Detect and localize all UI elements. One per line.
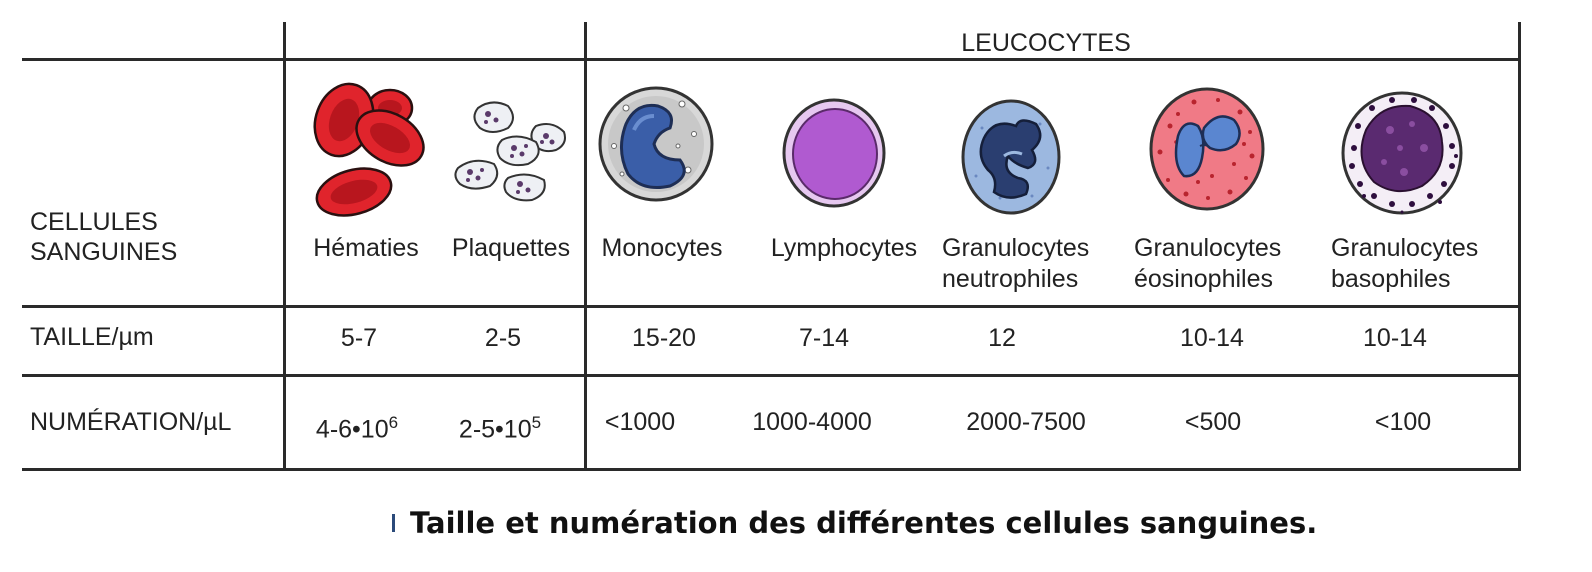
figure-caption: Taille et numération des différentes cel… [410, 506, 1318, 540]
count-value: <500 [1184, 408, 1242, 436]
column-name-monocytes: Monocytes [601, 234, 723, 262]
column-name-lymphocytes: Lymphocytes [770, 234, 918, 262]
column-name-basophils-line1: Granulocytes [1331, 234, 1479, 262]
table-column-divider [584, 22, 587, 471]
size-value: 5-7 [340, 324, 378, 352]
monocyte-icon [598, 86, 714, 202]
count-value: <1000 [604, 408, 676, 436]
row-label-cells-line2: SANGUINES [30, 238, 178, 266]
caption-marker [392, 514, 395, 532]
count-value: 2000-7500 [966, 408, 1086, 436]
size-value: 2-5 [484, 324, 522, 352]
count-base: 2-5•10 [458, 415, 532, 444]
column-name-eosinophils-line1: Granulocytes [1134, 234, 1282, 262]
table-top-rule [22, 58, 1521, 61]
table-right-border [1518, 22, 1521, 471]
row-label-cells-line1: CELLULES [30, 208, 158, 236]
row-label-size: TAILLE/µm [30, 323, 154, 351]
column-name-eosinophils-line2: éosinophiles [1134, 265, 1273, 293]
table-bottom-rule [22, 468, 1521, 471]
count-base: 4-6•10 [315, 415, 389, 444]
column-name-neutrophils-line2: neutrophiles [942, 265, 1079, 293]
size-value: 7-14 [798, 324, 850, 352]
size-value: 12 [988, 324, 1016, 352]
column-name-basophils-line2: basophiles [1331, 265, 1451, 293]
count-exponent: 5 [531, 413, 542, 432]
table-row-rule [22, 305, 1521, 308]
platelets-icon [454, 101, 566, 202]
neutrophil-icon [961, 99, 1061, 215]
table-row-rule [22, 374, 1521, 377]
column-name-hematies: Hématies [313, 234, 419, 262]
lymphocyte-icon [782, 98, 886, 208]
size-value: 10-14 [1180, 324, 1244, 352]
basophil-icon [1341, 91, 1463, 215]
size-value: 10-14 [1363, 324, 1427, 352]
count-value: 2-5•105 [459, 407, 541, 445]
count-value: 4-6•106 [316, 407, 398, 445]
count-value: <100 [1374, 408, 1432, 436]
row-label-count: NUMÉRATION/µL [30, 408, 232, 436]
leucocytes-group-header: LEUCOCYTES [961, 29, 1131, 57]
count-value: 1000-4000 [752, 408, 872, 436]
size-value: 15-20 [632, 324, 696, 352]
count-exponent: 6 [388, 413, 399, 432]
column-name-plaquettes: Plaquettes [451, 234, 571, 262]
eosinophil-icon [1149, 87, 1265, 211]
red-blood-cells-icon [313, 82, 425, 217]
table-column-divider [283, 22, 286, 471]
column-name-neutrophils-line1: Granulocytes [942, 234, 1090, 262]
